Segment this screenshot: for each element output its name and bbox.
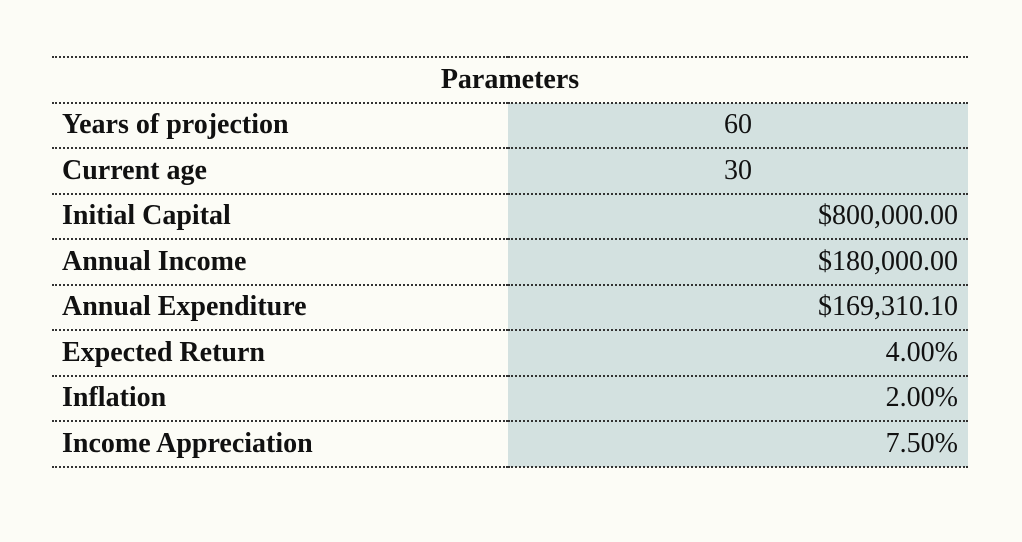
table-row: Initial Capital $800,000.00 [52,193,968,240]
table-body: Years of projection 60 Current age 30 Initia… [52,102,968,468]
row-value: $800,000.00 [508,193,968,240]
row-label: Inflation [52,375,508,422]
row-value: 7.50% [508,421,968,468]
row-label: Initial Capital [52,193,508,240]
row-label: Annual Income [52,239,508,286]
table-row: Income Appreciation 7.50% [52,421,968,468]
row-label: Current age [52,148,508,195]
parameters-table: Parameters Years of projection 60 Current … [52,56,968,468]
header-row: Parameters [52,57,968,104]
table-row: Years of projection 60 [52,102,968,149]
row-value: 30 [508,148,968,195]
table-title: Parameters [52,57,968,104]
table-row: Expected Return 4.00% [52,330,968,377]
row-value: 60 [508,102,968,149]
table-row: Inflation 2.00% [52,375,968,422]
row-value: 4.00% [508,330,968,377]
row-label: Income Appreciation [52,421,508,468]
row-value: $180,000.00 [508,239,968,286]
table-row: Current age 30 [52,148,968,195]
row-value: 2.00% [508,375,968,422]
row-label: Expected Return [52,330,508,377]
row-label: Annual Expenditure [52,284,508,331]
table-row: Annual Income $180,000.00 [52,239,968,286]
table-row: Annual Expenditure $169,310.10 [52,284,968,331]
table-head: Parameters [52,57,968,104]
row-value: $169,310.10 [508,284,968,331]
row-label: Years of projection [52,102,508,149]
